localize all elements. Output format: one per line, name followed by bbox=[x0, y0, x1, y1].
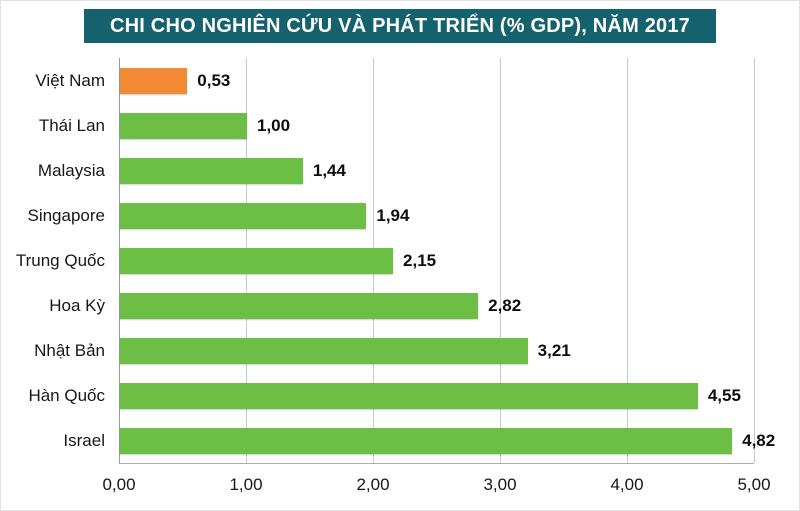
bar bbox=[120, 112, 247, 139]
x-axis-line bbox=[119, 463, 754, 464]
bar bbox=[120, 427, 733, 454]
value-label: 4,55 bbox=[707, 386, 741, 405]
x-tick-label: 1,00 bbox=[229, 475, 263, 494]
value-label: 2,82 bbox=[488, 296, 522, 315]
value-label: 0,53 bbox=[197, 71, 231, 90]
value-label: 4,82 bbox=[742, 431, 776, 450]
bar bbox=[120, 67, 188, 94]
x-tick-label: 2,00 bbox=[356, 475, 390, 494]
value-label: 1,44 bbox=[312, 161, 346, 180]
category-label: Malaysia bbox=[37, 161, 105, 180]
category-label: Singapore bbox=[27, 206, 105, 225]
category-label: Hàn Quốc bbox=[28, 386, 105, 405]
y-axis-line bbox=[119, 58, 120, 463]
value-label: 2,15 bbox=[403, 251, 437, 270]
category-label: Nhật Bản bbox=[34, 341, 105, 360]
value-label: 3,21 bbox=[537, 341, 571, 360]
x-tick-label: 5,00 bbox=[737, 475, 771, 494]
bar bbox=[120, 382, 698, 409]
gridline bbox=[754, 58, 755, 463]
category-label: Trung Quốc bbox=[15, 251, 105, 270]
chart-title: CHI CHO NGHIÊN CỨU VÀ PHÁT TRIỂN (% GDP)… bbox=[84, 9, 716, 43]
x-tick-label: 4,00 bbox=[610, 475, 644, 494]
x-tick-label: 3,00 bbox=[483, 475, 517, 494]
bar bbox=[120, 292, 479, 319]
bar bbox=[120, 337, 528, 364]
bar bbox=[120, 157, 303, 184]
bar bbox=[120, 202, 367, 229]
category-label: Thái Lan bbox=[38, 116, 105, 135]
value-label: 1,94 bbox=[376, 206, 410, 225]
gridline bbox=[500, 58, 501, 463]
category-label: Hoa Kỳ bbox=[49, 296, 105, 315]
gridline bbox=[627, 58, 628, 463]
category-label: Israel bbox=[63, 431, 105, 450]
x-tick-label: 0,00 bbox=[102, 475, 136, 494]
value-label: 1,00 bbox=[257, 116, 291, 135]
bar bbox=[120, 247, 394, 274]
category-label: Việt Nam bbox=[35, 71, 105, 90]
